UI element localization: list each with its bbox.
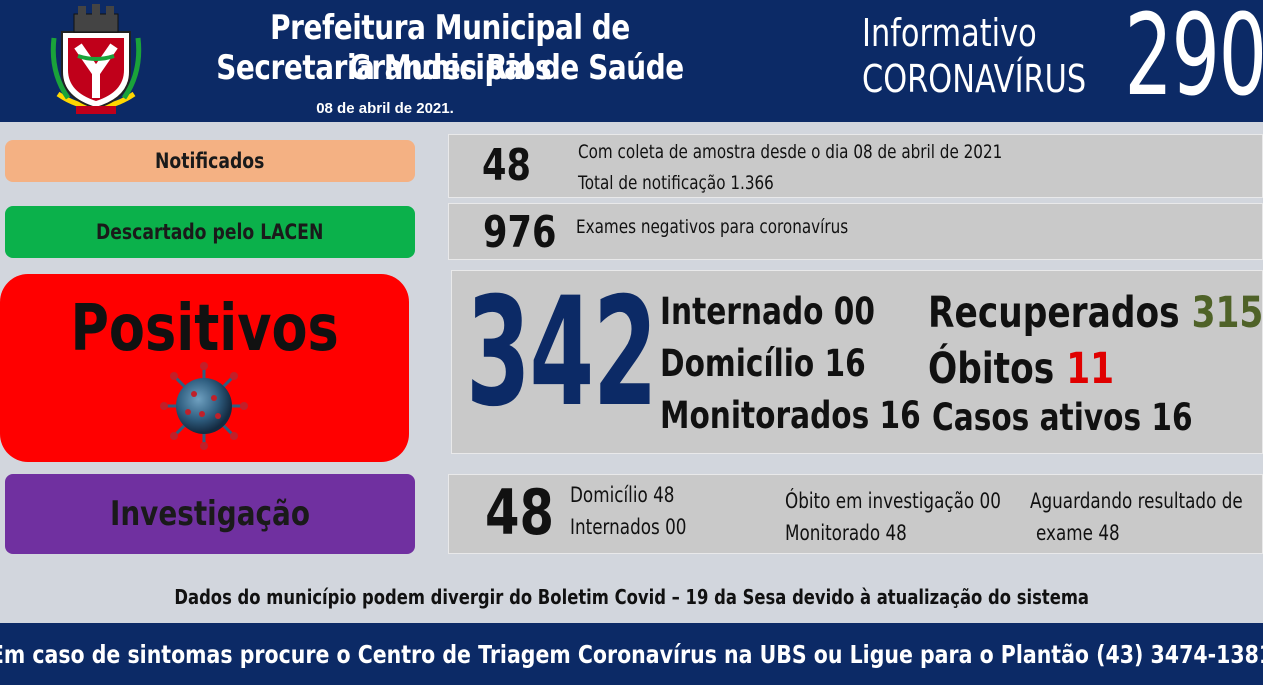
notificados-label: Notificados	[155, 149, 265, 173]
bulletin-date: 08 de abril de 2021.	[316, 100, 454, 117]
positivos-domicilio: Domicílio 16	[660, 342, 866, 385]
municipal-crest-icon	[50, 4, 142, 114]
notificados-value: 48	[482, 140, 531, 191]
obitos-label: Óbitos	[928, 344, 1055, 394]
informativo-label: Informativo CORONAVÍRUS	[862, 10, 1087, 102]
footer-text: Em caso de sintomas procure o Centro de …	[0, 639, 1263, 669]
investigacao-panel	[448, 474, 1263, 554]
positivos-monitorados: Monitorados 16	[660, 394, 921, 437]
page-title: Prefeitura Municipal de Grandes Rios	[270, 8, 630, 88]
investigacao-domicilio: Domicílio 48	[570, 483, 675, 507]
page-subtitle: Secretaria Municipal de Saúde	[216, 48, 684, 88]
descartados-label: Descartado pelo LACEN	[96, 220, 324, 244]
positivos-badge: Positivos	[0, 274, 409, 462]
investigacao-monitorado: Monitorado 48	[785, 521, 907, 545]
investigacao-aguardando-1: Aguardando resultado de	[1030, 489, 1243, 513]
positivos-recuperados: Recuperados 315	[928, 288, 1263, 338]
header-banner: Prefeitura Municipal de Grandes Rios Sec…	[0, 0, 1263, 122]
descartados-badge: Descartado pelo LACEN	[5, 206, 415, 258]
coronavirus-icon	[160, 362, 248, 450]
investigacao-aguardando-2: exame 48	[1036, 521, 1120, 545]
informativo-line2: CORONAVÍRUS	[862, 57, 1087, 101]
descartados-text: Exames negativos para coronavírus	[576, 216, 849, 238]
recuperados-label: Recuperados	[928, 288, 1180, 338]
investigacao-badge: Investigação	[5, 474, 415, 554]
footer-banner: Em caso de sintomas procure o Centro de …	[0, 623, 1263, 685]
notificados-line2: Total de notificação 1.366	[578, 172, 774, 194]
disclaimer-note: Dados do município podem divergir do Bol…	[174, 585, 1089, 609]
positivos-casos-ativos: Casos ativos 16	[932, 396, 1193, 439]
investigacao-internados: Internados 00	[570, 515, 687, 539]
edition-number: 290	[1124, 0, 1263, 121]
informativo-line1: Informativo	[862, 11, 1037, 55]
positivos-obitos: Óbitos 11	[928, 344, 1161, 394]
notificados-line1: Com coleta de amostra desde o dia 08 de …	[578, 141, 1003, 163]
positivos-value: 342	[466, 266, 658, 440]
positivos-panel	[451, 270, 1263, 454]
notificados-panel	[448, 134, 1263, 198]
descartados-value: 976	[483, 207, 557, 258]
positivos-label: Positivos	[70, 292, 339, 366]
investigacao-obito: Óbito em investigação 00	[785, 489, 1001, 513]
investigacao-value: 48	[485, 476, 555, 549]
positivos-internado: Internado 00	[660, 290, 875, 333]
recuperados-value: 315	[1191, 288, 1263, 338]
obitos-value: 11	[1066, 344, 1115, 394]
investigacao-label: Investigação	[109, 494, 311, 534]
descartados-panel	[448, 203, 1263, 260]
notificados-badge: Notificados	[5, 140, 415, 182]
